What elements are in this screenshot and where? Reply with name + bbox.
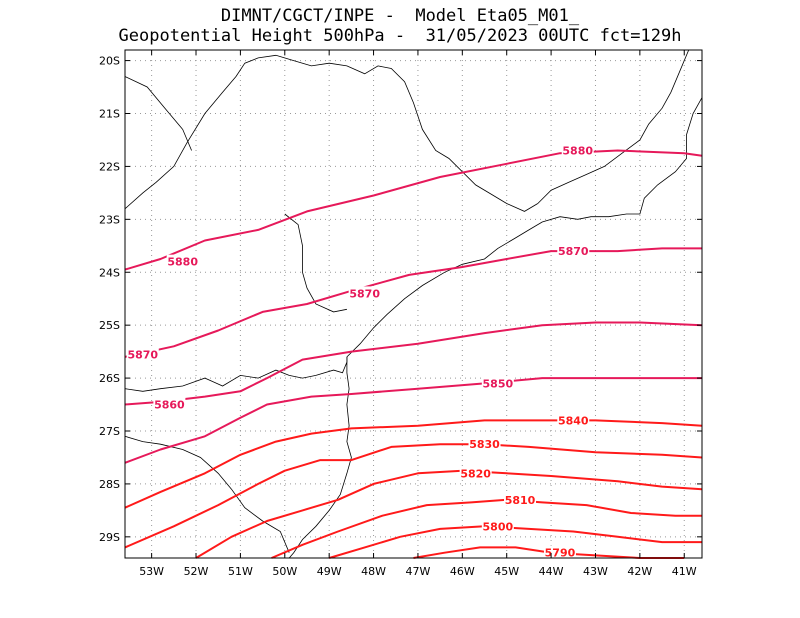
state-border-5 bbox=[124, 76, 192, 151]
contour-5870 bbox=[124, 247, 702, 358]
lon-tick-label: 43W bbox=[583, 565, 608, 578]
map-title-line2: Geopotential Height 500hPa - 31/05/2023 … bbox=[118, 26, 682, 46]
state-border-1 bbox=[124, 54, 539, 212]
lon-tick-label: 45W bbox=[494, 565, 519, 578]
lon-tick-label: 50W bbox=[272, 565, 297, 578]
contour-label: 5860 bbox=[154, 399, 185, 412]
contour-5880 bbox=[124, 149, 703, 271]
contour-label: 5870 bbox=[349, 287, 380, 300]
contour-label-bg bbox=[126, 347, 159, 361]
coastline-sp bbox=[346, 97, 703, 358]
contour-5840 bbox=[124, 419, 703, 509]
lat-tick-label: 21S bbox=[99, 108, 120, 121]
lon-tick-label: 52W bbox=[184, 565, 209, 578]
contour-label-bg bbox=[481, 376, 514, 390]
contour-label: 5880 bbox=[562, 145, 593, 158]
contour-label: 5870 bbox=[558, 245, 589, 258]
contour-5810 bbox=[271, 498, 702, 559]
contour-5800 bbox=[328, 525, 702, 559]
map-title-line1: DIMNT/CGCT/INPE - Model Eta05_M01_ bbox=[220, 6, 580, 26]
coastline bbox=[124, 356, 348, 392]
lat-tick-label: 27S bbox=[99, 425, 120, 438]
contour-5820 bbox=[195, 469, 703, 559]
lat-tick-label: 20S bbox=[99, 55, 120, 68]
contour-lines bbox=[124, 149, 703, 559]
contour-label: 5850 bbox=[483, 377, 514, 390]
lon-tick-label: 53W bbox=[139, 565, 164, 578]
contour-label-bg bbox=[561, 143, 594, 157]
contour-5850 bbox=[124, 377, 702, 464]
contour-label: 5820 bbox=[460, 467, 491, 480]
contour-label-bg bbox=[153, 397, 186, 411]
lon-tick-label: 46W bbox=[450, 565, 475, 578]
contour-labels: 5880 5880 5870 5870 5870 5860 5850 5840 5830 5820… bbox=[126, 143, 594, 560]
coastlines-and-borders bbox=[124, 49, 703, 559]
lon-tick-label: 51W bbox=[228, 565, 253, 578]
lat-tick-label: 22S bbox=[99, 160, 120, 173]
lat-tick-label: 25S bbox=[99, 319, 120, 332]
contour-label: 5810 bbox=[505, 494, 536, 507]
lat-tick-label: 24S bbox=[99, 266, 120, 279]
contour-label-bg bbox=[348, 286, 381, 300]
lat-tick-label: 28S bbox=[99, 478, 120, 491]
contour-label: 5870 bbox=[127, 348, 158, 361]
contour-label-bg bbox=[557, 244, 590, 258]
contour-label-bg bbox=[468, 437, 501, 451]
lon-tick-label: 41W bbox=[672, 565, 697, 578]
map-frame bbox=[124, 49, 703, 559]
contour-label-bg bbox=[459, 466, 492, 480]
state-border-3 bbox=[124, 435, 290, 553]
contour-label: 5880 bbox=[167, 256, 198, 269]
state-border-2 bbox=[284, 213, 347, 313]
state-border-4 bbox=[537, 49, 690, 204]
contour-label-bg bbox=[166, 254, 199, 268]
contour-label: 5790 bbox=[545, 547, 576, 560]
contour-label-bg bbox=[481, 519, 514, 533]
contour-label-bg bbox=[557, 413, 590, 427]
lat-tick-label: 23S bbox=[99, 213, 120, 226]
lon-tick-label: 49W bbox=[317, 565, 342, 578]
contour-5860 bbox=[124, 321, 703, 406]
axis-ticks: 20S 21S 22S 23S 24S 25S 26S 27S 28S 29S 53W 52W 51W 5… bbox=[99, 50, 702, 578]
contour-5830 bbox=[124, 443, 703, 549]
lon-tick-label: 47W bbox=[406, 565, 431, 578]
contour-label-bg bbox=[504, 492, 537, 506]
lat-tick-label: 26S bbox=[99, 372, 120, 385]
contour-label: 5840 bbox=[558, 414, 589, 427]
contour-label-bg bbox=[543, 545, 576, 559]
lon-tick-label: 44W bbox=[539, 565, 564, 578]
contour-label: 5830 bbox=[469, 438, 500, 451]
lat-tick-label: 29S bbox=[99, 531, 120, 544]
contour-label: 5800 bbox=[483, 520, 514, 533]
lon-tick-label: 48W bbox=[361, 565, 386, 578]
lon-tick-label: 42W bbox=[627, 565, 652, 578]
coastline-sc bbox=[288, 356, 352, 559]
